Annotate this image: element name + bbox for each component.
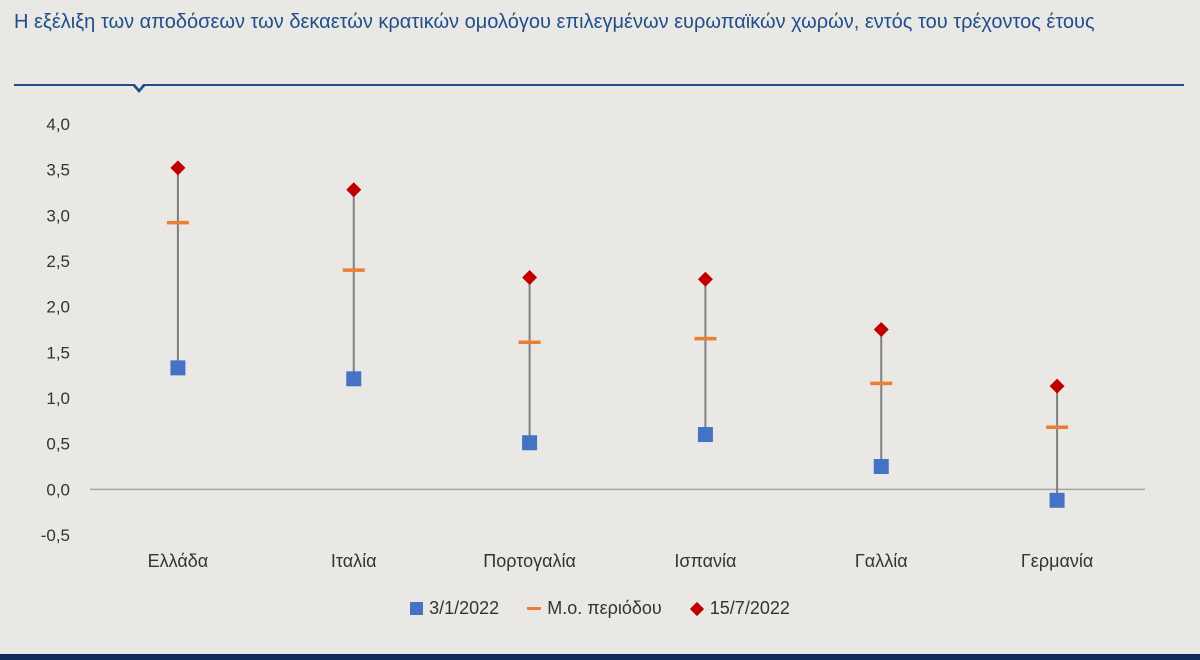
y-tick-label: 3,5 [46,161,70,180]
x-category-label: Ιταλία [331,551,377,571]
x-category-label: Πορτογαλία [483,551,576,571]
y-tick-label: 0,5 [46,435,70,454]
legend-item-start: 3/1/2022 [410,598,499,619]
start-value-square [170,360,186,376]
divider-notch [132,83,146,93]
start-value-square [697,427,713,443]
footer-bar [0,654,1200,660]
y-tick-label: 0,0 [46,480,70,499]
x-category-label: Γερμανία [1021,551,1093,571]
average-value-dash [342,268,365,272]
y-tick-label: 2,5 [46,252,70,271]
end-value-diamond [873,322,889,337]
y-tick-label: -0,5 [41,526,70,545]
end-value-diamond [1049,378,1065,394]
end-value-diamond [170,160,186,176]
legend-item-average: Μ.ο. περιόδου [527,598,662,619]
start-value-square [522,435,538,451]
chart-legend: 3/1/2022 Μ.ο. περιόδου 15/7/2022 [0,598,1200,619]
dash-marker-icon [527,607,542,610]
y-tick-label: 2,0 [46,298,70,317]
x-category-label: Ισπανία [674,551,736,571]
end-value-diamond [522,269,538,285]
y-tick-label: 1,5 [46,343,70,362]
chart-title: Η εξέλιξη των αποδόσεων των δεκαετών κρα… [14,11,1095,33]
legend-label-average: Μ.ο. περιόδου [547,598,662,618]
square-marker-icon [410,602,424,615]
average-value-dash [694,336,717,341]
y-tick-label: 4,0 [46,115,70,134]
end-value-diamond [697,271,713,287]
average-value-dash [518,340,541,345]
title-divider [14,84,1184,86]
legend-label-end: 15/7/2022 [709,598,790,618]
diamond-marker-icon [689,601,704,616]
y-tick-label: 1,0 [46,389,70,408]
end-value-diamond [346,182,362,198]
average-value-dash [166,220,189,225]
x-category-label: Ελλάδα [148,551,209,571]
legend-item-end: 15/7/2022 [689,598,790,619]
average-value-dash [870,381,893,386]
start-value-square [346,371,362,387]
average-value-dash [1046,425,1069,429]
range-chart: 4,0 3,5 3,0 2,5 2,0 1,5 1,0 0,5 0,0 -0,5 Ελλάδα Ιτ… [41,115,1145,571]
start-value-square [1049,492,1065,508]
y-tick-label: 3,0 [46,206,70,225]
x-category-label: Γαλλία [855,551,908,571]
legend-label-start: 3/1/2022 [429,598,500,618]
start-value-square [873,459,889,474]
